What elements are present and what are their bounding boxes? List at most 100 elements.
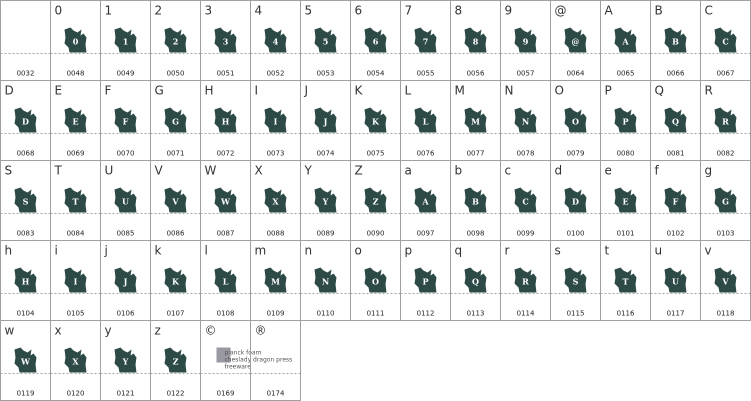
- glyph-letter: 6: [373, 37, 379, 47]
- char-cell: h h 0104: [0, 240, 51, 321]
- char-cell: o o 0111: [350, 240, 401, 321]
- glyph-shape: [314, 27, 337, 53]
- glyph-letter: r: [522, 277, 529, 287]
- char-label: l: [205, 244, 208, 258]
- char-label: W: [205, 164, 217, 178]
- char-label: I: [255, 84, 259, 98]
- char-code: 0098: [467, 230, 485, 238]
- char-label: v: [705, 244, 712, 258]
- glyph-letter: C: [722, 37, 728, 47]
- char-cell: d d 0100: [550, 160, 601, 241]
- char-cell: i i 0105: [50, 240, 101, 321]
- glyph-shape: [64, 267, 87, 293]
- char-cell: I I 0073: [250, 80, 301, 161]
- char-label: y: [105, 324, 112, 338]
- char-code: 0110: [317, 310, 335, 318]
- glyph-letter: b: [472, 197, 479, 207]
- char-code: 0119: [17, 390, 35, 398]
- char-label: H: [205, 84, 214, 98]
- glyph-shape: [214, 187, 237, 213]
- char-label: B: [655, 4, 663, 18]
- char-code: 0076: [417, 150, 435, 158]
- glyph-shape: [514, 187, 537, 213]
- glyph-shape: [114, 187, 137, 213]
- glyph: S: [14, 187, 37, 213]
- glyph-shape: [714, 187, 737, 213]
- char-label: o: [355, 244, 362, 258]
- glyph-letter: e: [622, 197, 628, 207]
- char-cell: 6 6 0054: [350, 0, 401, 81]
- glyph-shape: [414, 27, 437, 53]
- glyph-letter: f: [673, 197, 679, 207]
- glyph-letter: E: [72, 117, 78, 127]
- char-label: Y: [304, 164, 313, 178]
- char-code: 0087: [217, 230, 235, 238]
- glyph: n: [314, 267, 337, 293]
- char-label: g: [705, 164, 713, 178]
- char-code: 0032: [17, 70, 35, 78]
- glyph-text: freeware: [225, 364, 252, 371]
- char-code: 0115: [567, 310, 585, 318]
- char-code: 0118: [717, 310, 735, 318]
- glyph: 4: [264, 27, 287, 53]
- glyph-letter: F: [123, 117, 129, 127]
- char-label: 2: [155, 4, 163, 18]
- glyph-shape: [164, 27, 187, 53]
- glyph-shape: [64, 107, 87, 133]
- char-code: 0079: [567, 150, 585, 158]
- glyph-letter: h: [22, 277, 30, 287]
- glyph-shape: [614, 107, 637, 133]
- glyph-shape: [364, 27, 387, 53]
- glyph-shape: [364, 267, 387, 293]
- glyph-shape: [414, 107, 437, 133]
- glyph: G: [164, 107, 187, 133]
- char-label: c: [505, 164, 512, 178]
- glyph-shape: [164, 107, 187, 133]
- glyph-shape: [14, 187, 37, 213]
- char-code: 0105: [67, 310, 85, 318]
- char-code: 0052: [267, 70, 285, 78]
- glyph: U: [114, 187, 137, 213]
- glyph-letter: q: [472, 277, 479, 287]
- char-label: n: [305, 244, 313, 258]
- glyph-shape: [264, 27, 287, 53]
- char-label: j: [104, 244, 108, 258]
- glyph-letter: 0: [73, 37, 79, 47]
- char-code: 0120: [67, 390, 85, 398]
- glyph-shape: [664, 107, 687, 133]
- glyph: P: [614, 107, 637, 133]
- glyph-letter: d: [572, 197, 579, 207]
- glyph: R: [714, 107, 737, 133]
- glyph-shape: [264, 267, 287, 293]
- glyph: L: [414, 107, 437, 133]
- char-label: z: [155, 324, 161, 338]
- glyph-shape: [514, 267, 537, 293]
- char-cell: n n 0110: [300, 240, 351, 321]
- glyph: y: [114, 347, 137, 373]
- char-cell: m m 0109: [250, 240, 301, 321]
- glyph-shape: [14, 107, 37, 133]
- char-code: 0075: [367, 150, 385, 158]
- char-cell: G G 0071: [150, 80, 201, 161]
- char-label: 9: [505, 4, 513, 18]
- char-code: 0086: [167, 230, 185, 238]
- char-label: 8: [455, 4, 463, 18]
- glyph-letter: L: [423, 117, 429, 127]
- glyph-shape: [464, 187, 487, 213]
- glyph-letter: u: [672, 277, 679, 287]
- glyph: m: [264, 267, 287, 293]
- char-code: 0053: [317, 70, 335, 78]
- glyph: B: [664, 27, 687, 53]
- glyph: E: [64, 107, 87, 133]
- glyph: C: [714, 27, 737, 53]
- char-label: E: [55, 84, 63, 98]
- glyph-letter: U: [122, 197, 129, 207]
- char-code: 0100: [567, 230, 585, 238]
- char-cell: H H 0072: [200, 80, 251, 161]
- char-code: 0067: [717, 70, 735, 78]
- glyph: v: [714, 267, 737, 293]
- glyph-shape: [564, 27, 587, 53]
- glyph: X: [264, 187, 287, 213]
- char-cell: 3 3 0051: [200, 0, 251, 81]
- glyph-shape: [64, 187, 87, 213]
